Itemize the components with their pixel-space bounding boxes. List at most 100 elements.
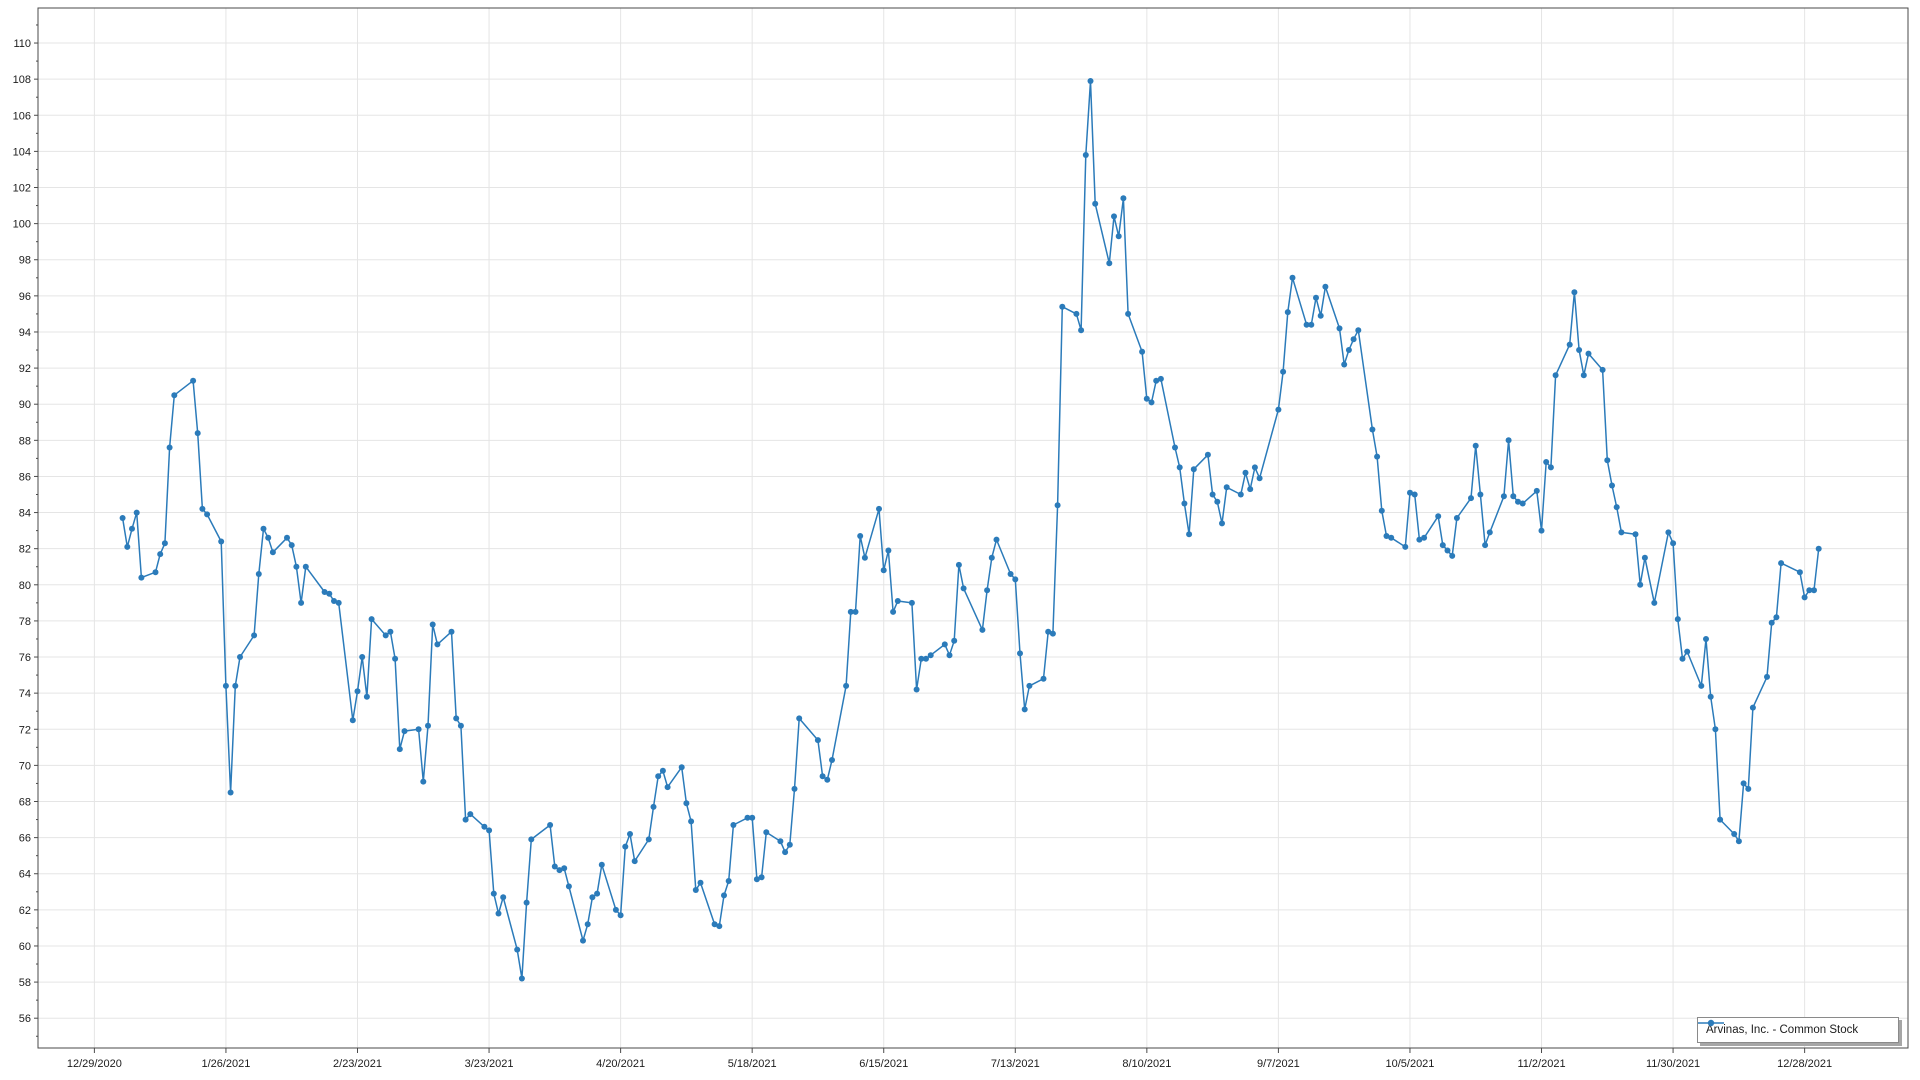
data-point[interactable] — [420, 778, 427, 785]
data-point[interactable] — [1796, 569, 1803, 576]
data-point[interactable] — [1378, 507, 1385, 514]
data-point[interactable] — [1308, 321, 1315, 328]
data-point[interactable] — [1059, 303, 1066, 310]
data-point[interactable] — [791, 785, 798, 792]
data-point[interactable] — [518, 975, 525, 982]
data-point[interactable] — [1402, 543, 1409, 550]
data-point[interactable] — [232, 682, 239, 689]
data-point[interactable] — [1674, 616, 1681, 623]
data-point[interactable] — [814, 737, 821, 744]
data-point[interactable] — [1801, 594, 1808, 601]
data-point[interactable] — [725, 878, 732, 884]
data-point[interactable] — [302, 563, 309, 570]
data-point[interactable] — [269, 549, 276, 556]
data-point[interactable] — [1204, 451, 1211, 458]
data-point[interactable] — [1303, 321, 1310, 328]
data-point[interactable] — [1176, 464, 1183, 471]
data-point[interactable] — [1712, 726, 1719, 733]
data-point[interactable] — [490, 890, 497, 897]
data-point[interactable] — [918, 655, 925, 662]
data-point[interactable] — [1350, 336, 1357, 343]
data-point[interactable] — [1764, 673, 1770, 680]
data-point[interactable] — [561, 865, 568, 872]
data-point[interactable] — [683, 800, 690, 807]
data-point[interactable] — [1341, 361, 1348, 368]
data-point[interactable] — [758, 874, 765, 881]
data-point[interactable] — [951, 637, 958, 644]
data-point[interactable] — [847, 608, 854, 615]
data-point[interactable] — [161, 540, 168, 547]
data-point[interactable] — [204, 511, 211, 518]
data-point[interactable] — [786, 841, 793, 848]
data-point[interactable] — [1214, 498, 1221, 505]
data-point[interactable] — [453, 715, 460, 722]
data-point[interactable] — [467, 811, 474, 818]
data-point[interactable] — [565, 883, 572, 890]
data-point[interactable] — [331, 598, 337, 604]
data-point[interactable] — [1815, 545, 1822, 552]
data-point[interactable] — [876, 505, 882, 512]
data-point[interactable] — [1017, 650, 1023, 657]
data-point[interactable] — [1768, 619, 1775, 626]
data-point[interactable] — [1637, 581, 1644, 588]
data-point[interactable] — [1651, 599, 1658, 606]
data-point[interactable] — [448, 628, 455, 635]
data-point[interactable] — [1092, 200, 1099, 207]
data-point[interactable] — [1773, 614, 1780, 621]
data-point[interactable] — [1510, 493, 1517, 500]
data-point[interactable] — [1148, 399, 1155, 406]
data-point[interactable] — [1486, 529, 1493, 536]
data-point[interactable] — [237, 654, 243, 660]
data-point[interactable] — [321, 589, 328, 595]
data-point[interactable] — [796, 715, 803, 722]
data-point[interactable] — [1190, 466, 1197, 473]
data-point[interactable] — [993, 536, 1000, 543]
data-point[interactable] — [1073, 310, 1080, 317]
data-point[interactable] — [631, 858, 638, 865]
data-point[interactable] — [152, 569, 159, 576]
data-point[interactable] — [857, 533, 864, 539]
data-point[interactable] — [1012, 576, 1019, 583]
data-point[interactable] — [434, 641, 441, 648]
data-point[interactable] — [1811, 587, 1817, 594]
data-point[interactable] — [1054, 502, 1061, 509]
data-point[interactable] — [763, 829, 770, 836]
data-point[interactable] — [782, 849, 789, 856]
data-point[interactable] — [1698, 682, 1705, 689]
data-point[interactable] — [594, 890, 601, 897]
data-point[interactable] — [1209, 491, 1216, 498]
data-point[interactable] — [1120, 195, 1127, 202]
data-point[interactable] — [260, 525, 267, 532]
data-point[interactable] — [1684, 648, 1691, 655]
data-point[interactable] — [589, 894, 596, 901]
data-point[interactable] — [1251, 464, 1258, 471]
data-point[interactable] — [861, 554, 868, 561]
data-point[interactable] — [908, 599, 915, 606]
data-point[interactable] — [1336, 325, 1343, 332]
data-point[interactable] — [138, 574, 145, 581]
data-point[interactable] — [1125, 310, 1132, 317]
data-point[interactable] — [387, 628, 394, 635]
data-point[interactable] — [1242, 469, 1249, 476]
data-point[interactable] — [218, 538, 225, 545]
data-point[interactable] — [1388, 534, 1395, 541]
data-point[interactable] — [556, 867, 563, 874]
data-point[interactable] — [1778, 560, 1785, 567]
data-point[interactable] — [946, 652, 953, 659]
data-point[interactable] — [1604, 457, 1611, 464]
data-point[interactable] — [843, 682, 850, 689]
data-point[interactable] — [1374, 453, 1381, 460]
data-point[interactable] — [1543, 459, 1550, 465]
data-point[interactable] — [655, 773, 662, 780]
data-point[interactable] — [1533, 487, 1540, 494]
data-point[interactable] — [1345, 347, 1352, 353]
data-point[interactable] — [1045, 628, 1052, 635]
data-point[interactable] — [251, 632, 258, 639]
data-point[interactable] — [359, 654, 366, 660]
data-point[interactable] — [293, 563, 300, 570]
data-point[interactable] — [1186, 531, 1193, 538]
data-point[interactable] — [119, 515, 126, 521]
data-point[interactable] — [617, 912, 624, 919]
data-point[interactable] — [1707, 693, 1714, 700]
data-point[interactable] — [1416, 536, 1423, 543]
